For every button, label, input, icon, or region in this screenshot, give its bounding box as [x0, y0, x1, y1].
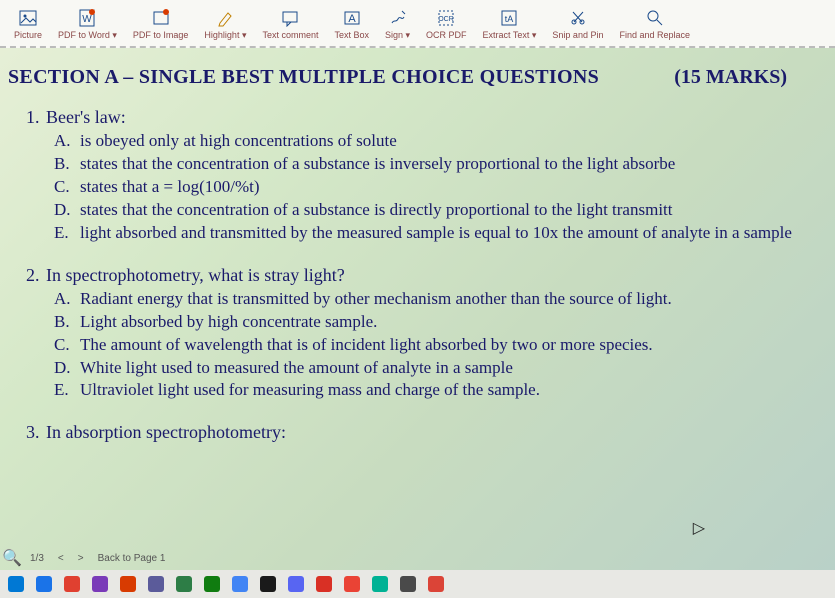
taskbar-app-icon[interactable] [400, 576, 416, 592]
questions-list: 1.Beer's law:A.is obeyed only at high co… [8, 107, 827, 443]
picture-icon [18, 8, 38, 28]
tb-pdf-to-image[interactable]: PDF to Image [133, 8, 189, 40]
svg-text:W: W [83, 14, 93, 25]
option: E.light absorbed and transmitted by the … [54, 222, 827, 245]
tb-label: Picture [14, 30, 42, 40]
ocr-icon: OCR [436, 8, 456, 28]
word-icon: W [77, 8, 97, 28]
svg-text:A: A [348, 13, 356, 25]
tb-label: Text Box [335, 30, 370, 40]
search-icon[interactable]: 🔍 [2, 548, 22, 568]
nav-prev[interactable]: < [58, 553, 64, 564]
tb-highlight[interactable]: Highlight ▾ [204, 8, 246, 41]
back-to-page[interactable]: Back to Page 1 [98, 553, 166, 564]
option: A.is obeyed only at high concentrations … [54, 130, 827, 153]
question-stem: 3.In absorption spectrophotometry: [26, 422, 827, 443]
section-marks: (15 MARKS) [674, 66, 787, 89]
taskbar-app-icon[interactable] [176, 576, 192, 592]
document-body: SECTION A – SINGLE BEST MULTIPLE CHOICE … [0, 48, 835, 443]
tb-text-comment[interactable]: Text comment [262, 8, 318, 40]
taskbar-app-icon[interactable] [8, 576, 24, 592]
section-header: SECTION A – SINGLE BEST MULTIPLE CHOICE … [8, 66, 827, 89]
tb-picture[interactable]: Picture [14, 8, 42, 40]
extract-icon: tA [499, 8, 519, 28]
question: 3.In absorption spectrophotometry: [26, 422, 827, 443]
taskbar-app-icon[interactable] [204, 576, 220, 592]
taskbar-app-icon[interactable] [344, 576, 360, 592]
highlight-icon [215, 8, 235, 28]
cursor-icon: ▷ [693, 518, 705, 538]
tb-label: Highlight ▾ [204, 30, 246, 41]
app-toolbar: Picture W PDF to Word ▾ PDF to Image Hig… [0, 0, 835, 48]
section-title: SECTION A – SINGLE BEST MULTIPLE CHOICE … [8, 66, 599, 89]
options: A.Radiant energy that is transmitted by … [54, 288, 827, 403]
option: C.states that a = log(100/%t) [54, 176, 827, 199]
taskbar-app-icon[interactable] [288, 576, 304, 592]
option: D.White light used to measured the amoun… [54, 357, 827, 380]
taskbar-app-icon[interactable] [260, 576, 276, 592]
option: B.states that the concentration of a sub… [54, 153, 827, 176]
svg-text:tA: tA [505, 14, 514, 24]
sign-icon [388, 8, 408, 28]
taskbar-app-icon[interactable] [64, 576, 80, 592]
options: A.is obeyed only at high concentrations … [54, 130, 827, 245]
search-icon [645, 8, 665, 28]
os-taskbar [0, 570, 835, 598]
textbox-icon: A [342, 8, 362, 28]
tb-find-replace[interactable]: Find and Replace [619, 8, 690, 40]
tb-sign[interactable]: Sign ▾ [385, 8, 410, 41]
taskbar-app-icon[interactable] [372, 576, 388, 592]
snip-icon [568, 8, 588, 28]
option: B.Light absorbed by high concentrate sam… [54, 311, 827, 334]
taskbar-app-icon[interactable] [36, 576, 52, 592]
comment-icon [280, 8, 300, 28]
tb-text-box[interactable]: A Text Box [335, 8, 370, 40]
option: D.states that the concentration of a sub… [54, 199, 827, 222]
tb-label: OCR PDF [426, 30, 467, 40]
tb-label: Extract Text ▾ [483, 30, 537, 41]
option: A.Radiant energy that is transmitted by … [54, 288, 827, 311]
tb-label: PDF to Image [133, 30, 189, 40]
option: E.Ultraviolet light used for measuring m… [54, 379, 827, 402]
question: 1.Beer's law:A.is obeyed only at high co… [26, 107, 827, 245]
taskbar-app-icon[interactable] [120, 576, 136, 592]
tb-ocr[interactable]: OCR OCR PDF [426, 8, 467, 40]
question-stem: 2.In spectrophotometry, what is stray li… [26, 265, 827, 286]
tb-label: Find and Replace [619, 30, 690, 40]
tb-snip-pin[interactable]: Snip and Pin [552, 8, 603, 40]
taskbar-app-icon[interactable] [92, 576, 108, 592]
nav-next[interactable]: > [78, 553, 84, 564]
page-indicator: 1/3 [30, 553, 44, 564]
page-nav: 1/3 < > Back to Page 1 [30, 553, 165, 564]
tb-label: Sign ▾ [385, 30, 410, 41]
tb-label: Text comment [262, 30, 318, 40]
image-icon [151, 8, 171, 28]
tb-extract-text[interactable]: tA Extract Text ▾ [483, 8, 537, 41]
taskbar-app-icon[interactable] [148, 576, 164, 592]
tb-pdf-to-word[interactable]: W PDF to Word ▾ [58, 8, 117, 41]
tb-label: PDF to Word ▾ [58, 30, 117, 41]
taskbar-app-icon[interactable] [232, 576, 248, 592]
tb-label: Snip and Pin [552, 30, 603, 40]
question-stem: 1.Beer's law: [26, 107, 827, 128]
option: C.The amount of wavelength that is of in… [54, 334, 827, 357]
taskbar-app-icon[interactable] [316, 576, 332, 592]
taskbar-app-icon[interactable] [428, 576, 444, 592]
question: 2.In spectrophotometry, what is stray li… [26, 265, 827, 403]
svg-text:OCR: OCR [439, 16, 455, 23]
